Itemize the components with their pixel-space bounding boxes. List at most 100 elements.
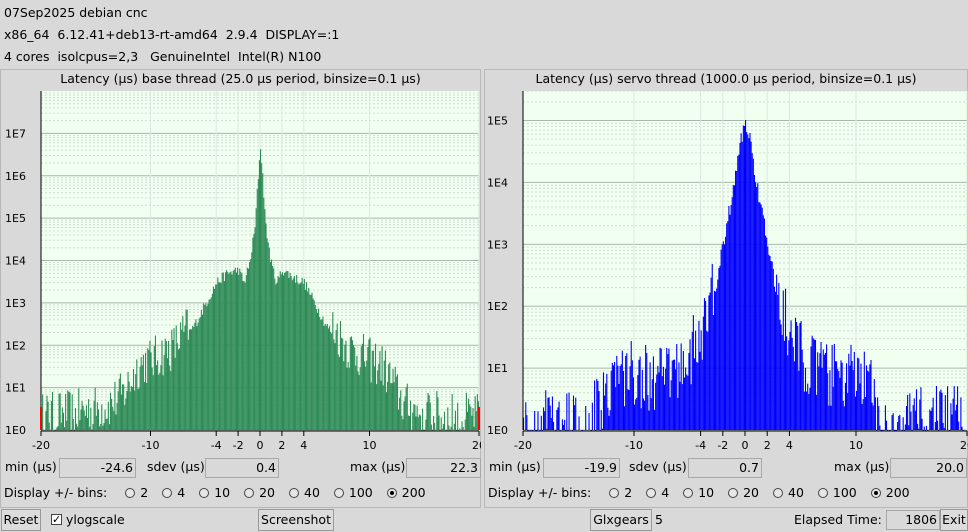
- histogram-bar: [351, 340, 354, 430]
- histogram-bar: [108, 424, 110, 430]
- histogram-bar: [799, 322, 801, 430]
- histogram-bar: [67, 390, 69, 430]
- exit-button[interactable]: Exit: [940, 509, 968, 531]
- histogram-bar: [279, 271, 281, 430]
- base-bins-radio-200[interactable]: [386, 488, 397, 498]
- histogram-bar: [274, 278, 276, 430]
- histogram-bar: [341, 337, 343, 430]
- servo-bins-radio-40[interactable]: [773, 488, 783, 498]
- histogram-bar: [355, 365, 357, 430]
- histogram-bar: [180, 322, 182, 430]
- histogram-bar: [354, 347, 356, 430]
- servo-bins-radio-2[interactable]: [609, 488, 620, 498]
- histogram-bars: [523, 120, 964, 431]
- glxgears-button[interactable]: Glxgears: [590, 509, 652, 531]
- histogram-bar: [251, 252, 253, 430]
- histogram-bar: [864, 397, 866, 430]
- histogram-bar: [875, 429, 878, 431]
- histogram-bar: [951, 414, 953, 430]
- histogram-bar: [368, 339, 370, 430]
- histogram-bar: [902, 417, 904, 430]
- base-bins-radio-4[interactable]: [162, 488, 173, 498]
- y-tick-label: 1E5: [5, 212, 26, 225]
- servo-bins-radio-10[interactable]: [683, 488, 694, 498]
- histogram-bar: [353, 345, 355, 430]
- base-bins-option-label: 20: [259, 485, 275, 500]
- servo-bins-option-label: 4: [661, 485, 670, 500]
- histogram-bar: [56, 427, 58, 430]
- histogram-bar: [860, 363, 862, 430]
- histogram-bar: [235, 272, 238, 430]
- histogram-bar: [59, 393, 61, 430]
- histogram-bar: [106, 418, 108, 430]
- servo-min-label: min (µs): [489, 459, 541, 474]
- histogram-bar: [100, 424, 102, 430]
- base-max-field[interactable]: 22.3: [406, 458, 481, 478]
- histogram-bar: [417, 417, 419, 430]
- histogram-bar: [762, 215, 764, 430]
- histogram-bar: [833, 343, 835, 430]
- histogram-bar: [706, 330, 708, 430]
- histogram-bar: [773, 286, 775, 430]
- histogram-bar: [323, 325, 325, 430]
- histogram-bar: [748, 138, 750, 430]
- histogram-bar: [766, 237, 768, 430]
- histogram-bar: [575, 397, 577, 430]
- histogram-bar: [728, 205, 730, 430]
- base-bins-radio-2[interactable]: [125, 488, 136, 498]
- histogram-bar: [594, 380, 596, 430]
- histogram-bar: [598, 391, 600, 430]
- histogram-bar: [422, 408, 424, 430]
- base-sdev-field[interactable]: 0.4: [205, 458, 279, 478]
- histogram-bar: [89, 426, 91, 430]
- servo-bins-radio-100[interactable]: [817, 488, 828, 498]
- y-tick-label: 1E0: [487, 424, 508, 437]
- histogram-bar: [803, 391, 805, 430]
- histogram-bar: [337, 354, 339, 430]
- histogram-bar: [931, 407, 933, 430]
- base-bins-radio-20[interactable]: [244, 488, 255, 498]
- servo-sdev-field[interactable]: 0.7: [688, 458, 762, 478]
- histogram-bar: [730, 204, 732, 430]
- histogram-bar: [690, 384, 692, 430]
- histogram-bar: [564, 419, 566, 430]
- histogram-bar: [84, 415, 86, 430]
- histogram-bar: [892, 413, 894, 430]
- histogram-bar: [713, 290, 716, 430]
- histogram-bar: [544, 411, 546, 430]
- servo-min-field[interactable]: -19.9: [543, 458, 620, 478]
- histogram-bar: [921, 418, 923, 430]
- base-bins-radio-40[interactable]: [289, 488, 299, 498]
- base-min-field[interactable]: -24.6: [59, 458, 136, 478]
- servo-bins-option-label: 100: [832, 485, 857, 500]
- histogram-bar: [347, 362, 349, 430]
- histogram-bar: [242, 281, 244, 430]
- servo-bins-radio-20[interactable]: [728, 488, 739, 498]
- servo-bins-radio-200[interactable]: [870, 488, 881, 498]
- reset-button[interactable]: Reset: [1, 509, 41, 531]
- histogram-bar: [625, 355, 627, 430]
- ylogscale-toggle[interactable]: ylogscale: [51, 511, 125, 529]
- histogram-bar: [686, 374, 688, 430]
- histogram-bar: [219, 282, 221, 430]
- base-bins-radio-100[interactable]: [333, 488, 344, 498]
- ylogscale-checkbox[interactable]: [51, 511, 62, 529]
- histogram-bar: [209, 298, 211, 430]
- histogram-bar: [125, 398, 127, 430]
- histogram-bar: [910, 411, 912, 430]
- servo-bins-radio-4[interactable]: [646, 488, 657, 498]
- histogram-bar: [620, 364, 622, 430]
- histogram-bar: [475, 411, 477, 430]
- histogram-bar: [698, 320, 700, 430]
- histogram-bar: [905, 406, 908, 430]
- y-tick-label: 1E1: [5, 382, 26, 395]
- histogram-bar: [736, 170, 738, 430]
- histogram-bar: [96, 402, 98, 430]
- histogram-bar: [162, 375, 164, 430]
- screenshot-button[interactable]: Screenshot: [258, 509, 334, 531]
- servo-max-field[interactable]: 20.0: [890, 458, 967, 478]
- histogram-bar: [380, 380, 382, 430]
- histogram-bar: [201, 314, 204, 430]
- histogram-bar: [111, 398, 113, 430]
- base-bins-radio-10[interactable]: [199, 488, 210, 498]
